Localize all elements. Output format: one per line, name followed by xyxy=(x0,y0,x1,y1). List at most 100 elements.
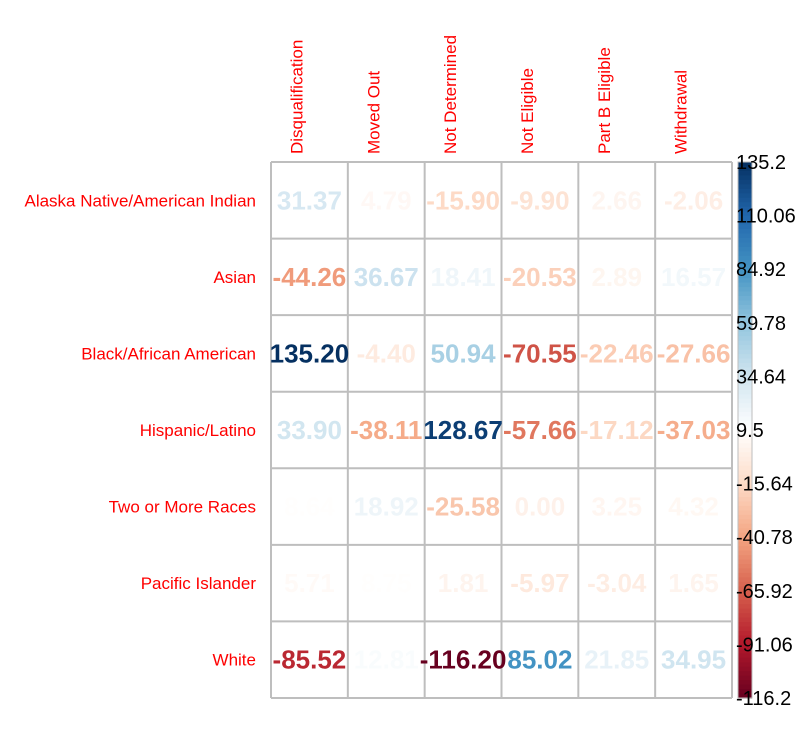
cell-value-label: 16.57 xyxy=(661,262,726,292)
colorbar-tick-label: -15.64 xyxy=(736,474,793,496)
colorbar-segment xyxy=(738,242,752,248)
colorbar-segment xyxy=(738,166,752,172)
colorbar-segment xyxy=(738,662,752,668)
cell-value-label: 8.75 xyxy=(361,568,412,598)
colorbar-segment xyxy=(738,653,752,659)
colorbar-segment xyxy=(738,479,752,485)
heatmap-cell xyxy=(424,315,502,392)
colorbar-segment xyxy=(738,559,752,565)
heatmap-cell xyxy=(501,238,579,316)
colorbar-segment xyxy=(738,340,752,346)
heatmap-cell xyxy=(501,468,579,545)
colorbar-segment xyxy=(738,278,752,284)
heatmap-cells xyxy=(271,162,732,698)
colorbar-segment xyxy=(738,635,752,641)
colorbar-segment xyxy=(738,488,752,494)
colorbar-segment xyxy=(738,162,752,168)
colorbar-segment xyxy=(738,461,752,467)
colorbar-segment xyxy=(738,689,752,695)
colorbar-segment xyxy=(738,626,752,632)
colorbar-segment xyxy=(738,680,752,686)
colorbar-segment xyxy=(738,456,752,462)
colorbar-segment xyxy=(738,465,752,471)
heatmap-cell xyxy=(271,468,348,545)
colorbar-segment xyxy=(738,523,752,529)
colorbar-segment xyxy=(738,541,752,547)
colorbar-segment xyxy=(738,443,752,449)
colorbar-segment xyxy=(738,282,752,288)
colorbar-segment xyxy=(738,425,752,431)
column-labels: Disqualification Moved Out Not Determined N… xyxy=(287,35,690,154)
colorbar-segment xyxy=(738,358,752,364)
heatmap-cell xyxy=(655,468,732,545)
colorbar-tick-label: 135.2 xyxy=(736,152,786,174)
cell-value-label: 0.00 xyxy=(515,492,566,522)
colorbar-segment xyxy=(738,501,752,507)
cell-value-label: 128.67 xyxy=(423,415,503,445)
colorbar-segment xyxy=(738,367,752,373)
colorbar-segment xyxy=(738,322,752,328)
row-label: Hispanic/Latino xyxy=(140,421,256,440)
colorbar-segment xyxy=(738,639,752,645)
heatmap-cell xyxy=(347,315,425,392)
cell-value-label: 50.94 xyxy=(431,338,497,368)
row-labels: Alaska Native/American Indian Asian Black/… xyxy=(24,191,256,669)
cell-value-label: 33.90 xyxy=(277,415,342,445)
colorbar-segment xyxy=(738,403,752,409)
heatmap-cell xyxy=(578,162,656,239)
column-label: Part B Eligible xyxy=(595,47,614,154)
heatmap-cell xyxy=(655,238,732,316)
colorbar-tick-label: 59.78 xyxy=(736,313,786,335)
colorbar-segment xyxy=(738,613,752,619)
cell-value-label: 4.79 xyxy=(361,185,412,215)
heatmap-cell xyxy=(501,621,579,698)
colorbar-segment xyxy=(738,412,752,418)
column-label: Not Eligible xyxy=(518,68,537,154)
colorbar-segment xyxy=(738,510,752,516)
colorbar-segment xyxy=(738,345,752,351)
colorbar-segment xyxy=(738,657,752,663)
colorbar-segment xyxy=(738,532,752,538)
colorbar-segment xyxy=(738,604,752,610)
cell-value-label: 21.85 xyxy=(584,645,649,675)
colorbar-segment xyxy=(738,300,752,306)
heatmap-cell xyxy=(347,238,425,316)
colorbar-segment xyxy=(738,291,752,297)
colorbar-segment xyxy=(738,255,752,261)
row-label: Alaska Native/American Indian xyxy=(24,191,256,210)
colorbar-segment xyxy=(738,229,752,235)
cell-value-label: 3.25 xyxy=(591,492,642,522)
colorbar-segment xyxy=(738,537,752,543)
colorbar-segment xyxy=(738,693,752,699)
cell-value-label: -5.97 xyxy=(510,568,569,598)
colorbar-segment xyxy=(738,438,752,444)
cell-value-label: -22.46 xyxy=(580,338,654,368)
cell-value-label: 135.20 xyxy=(270,338,350,368)
heatmap-cell xyxy=(424,162,502,239)
colorbar-segment xyxy=(738,264,752,270)
colorbar-segment xyxy=(738,577,752,583)
colorbar-segment xyxy=(738,179,752,185)
colorbar-segment xyxy=(738,568,752,574)
colorbar-segment xyxy=(738,273,752,279)
colorbar-tick-label: 110.06 xyxy=(736,206,796,228)
row-label: White xyxy=(213,651,256,670)
colorbar-segment xyxy=(738,483,752,489)
column-label: Disqualification xyxy=(287,40,306,154)
heatmap-cell xyxy=(271,238,348,316)
cell-value-label: -116.20 xyxy=(420,645,507,675)
colorbar-segment xyxy=(738,684,752,690)
colorbar-segment xyxy=(738,581,752,587)
colorbar-segment xyxy=(738,492,752,498)
row-label: Black/African American xyxy=(81,344,256,363)
heatmap-cell xyxy=(424,544,502,622)
colorbar-tick-label: -40.78 xyxy=(736,527,793,549)
cell-value-label: -17.12 xyxy=(580,415,654,445)
cell-value-label: -27.66 xyxy=(657,338,731,368)
cell-value-label: 2.66 xyxy=(591,185,642,215)
cell-value-label: -85.52 xyxy=(273,645,347,675)
heatmap-cell xyxy=(271,391,348,469)
heatmap-cell xyxy=(578,315,656,392)
colorbar-segment xyxy=(738,430,752,436)
